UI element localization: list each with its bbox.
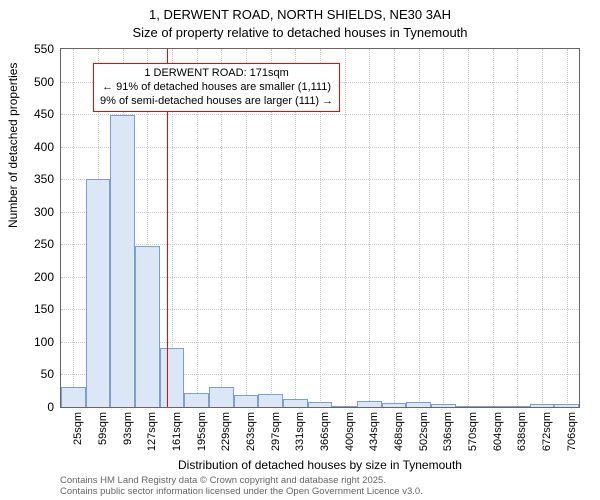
x-tick-label: 604sqm — [492, 412, 504, 452]
histogram-bar — [184, 393, 209, 407]
x-tick-label: 468sqm — [393, 412, 405, 452]
gridline-v — [73, 49, 74, 407]
histogram-bar — [110, 115, 135, 407]
x-tick-label: 195sqm — [196, 412, 208, 452]
histogram-bar — [530, 404, 555, 407]
annotation-line: 1 DERWENT ROAD: 171sqm — [100, 67, 333, 81]
histogram-bar — [505, 406, 530, 407]
annotation-line: 9% of semi-detached houses are larger (1… — [100, 95, 333, 109]
gridline-v — [369, 49, 370, 407]
y-tick-label: 300 — [0, 205, 54, 219]
x-tick-label: 59sqm — [97, 412, 109, 452]
histogram-bar — [554, 404, 579, 407]
x-tick-label: 638sqm — [516, 412, 528, 452]
y-tick-label: 500 — [0, 75, 54, 89]
y-tick-label: 400 — [0, 140, 54, 154]
y-tick-label: 50 — [0, 367, 54, 381]
title-line-1: 1, DERWENT ROAD, NORTH SHIELDS, NE30 3AH — [0, 6, 600, 24]
x-tick-label: 161sqm — [171, 412, 183, 452]
histogram-bar — [382, 403, 407, 407]
y-tick-label: 200 — [0, 270, 54, 284]
x-tick-label: 127sqm — [146, 412, 158, 452]
x-tick-label: 331sqm — [294, 412, 306, 452]
annotation-box: 1 DERWENT ROAD: 171sqm← 91% of detached … — [93, 63, 340, 112]
plot-area: 1 DERWENT ROAD: 171sqm← 91% of detached … — [60, 48, 580, 408]
histogram-bar — [160, 348, 185, 407]
histogram-bar — [308, 402, 333, 407]
histogram-bar — [258, 394, 283, 407]
x-tick-label: 706sqm — [566, 412, 578, 452]
histogram-bar — [61, 387, 86, 407]
gridline-v — [394, 49, 395, 407]
histogram-bar — [234, 395, 259, 407]
x-axis-label: Distribution of detached houses by size … — [60, 458, 580, 472]
histogram-bar — [406, 402, 431, 407]
chart-container: 1, DERWENT ROAD, NORTH SHIELDS, NE30 3AH… — [0, 0, 600, 500]
x-tick-label: 229sqm — [220, 412, 232, 452]
gridline-v — [419, 49, 420, 407]
x-tick-label: 263sqm — [245, 412, 257, 452]
gridline-v — [567, 49, 568, 407]
y-tick-label: 250 — [0, 237, 54, 251]
histogram-bar — [332, 406, 357, 407]
footer-line-2: Contains public sector information licen… — [60, 487, 423, 498]
x-tick-label: 366sqm — [319, 412, 331, 452]
histogram-bar — [86, 179, 111, 407]
y-tick-label: 550 — [0, 42, 54, 56]
histogram-bar — [456, 406, 481, 407]
x-tick-label: 25sqm — [72, 412, 84, 452]
gridline-v — [493, 49, 494, 407]
gridline-v — [468, 49, 469, 407]
histogram-bar — [431, 404, 456, 407]
y-tick-label: 450 — [0, 107, 54, 121]
x-tick-label: 502sqm — [418, 412, 430, 452]
title-line-2: Size of property relative to detached ho… — [0, 24, 600, 42]
histogram-bar — [283, 399, 308, 407]
histogram-bar — [357, 401, 382, 408]
histogram-bar — [480, 406, 505, 407]
footer-attribution: Contains HM Land Registry data © Crown c… — [60, 476, 423, 498]
x-tick-label: 93sqm — [122, 412, 134, 452]
x-tick-label: 434sqm — [368, 412, 380, 452]
x-tick-label: 400sqm — [344, 412, 356, 452]
gridline-v — [443, 49, 444, 407]
gridline-v — [345, 49, 346, 407]
x-tick-label: 672sqm — [541, 412, 553, 452]
annotation-line: ← 91% of detached houses are smaller (1,… — [100, 81, 333, 95]
histogram-bar — [135, 246, 160, 407]
y-tick-label: 150 — [0, 302, 54, 316]
y-tick-label: 0 — [0, 400, 54, 414]
y-tick-label: 100 — [0, 335, 54, 349]
gridline-v — [517, 49, 518, 407]
x-tick-label: 297sqm — [270, 412, 282, 452]
chart-title: 1, DERWENT ROAD, NORTH SHIELDS, NE30 3AH… — [0, 0, 600, 41]
y-tick-label: 350 — [0, 172, 54, 186]
x-tick-label: 536sqm — [442, 412, 454, 452]
x-tick-label: 570sqm — [467, 412, 479, 452]
gridline-v — [542, 49, 543, 407]
histogram-bar — [209, 387, 234, 407]
